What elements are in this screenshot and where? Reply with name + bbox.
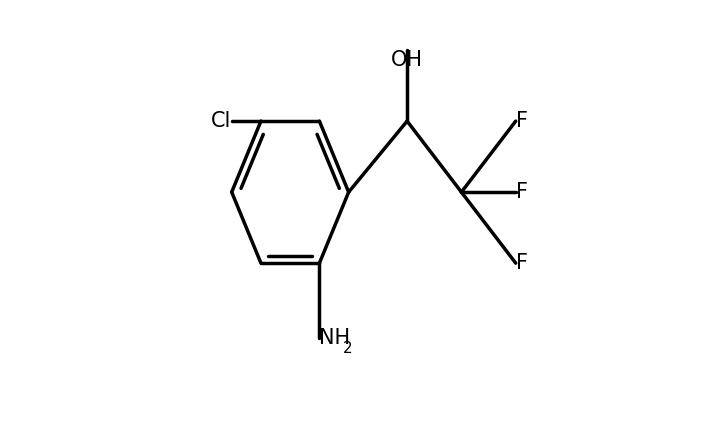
Text: NH: NH: [319, 328, 351, 348]
Text: 2: 2: [343, 341, 353, 356]
Text: Cl: Cl: [211, 111, 232, 131]
Text: OH: OH: [391, 50, 423, 70]
Text: F: F: [516, 253, 528, 273]
Text: F: F: [516, 111, 528, 131]
Text: F: F: [516, 182, 528, 202]
